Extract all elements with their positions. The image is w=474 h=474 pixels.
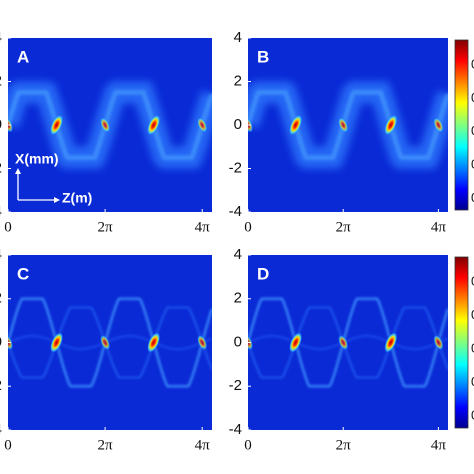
beam-line xyxy=(8,306,212,379)
colorbar-label: 0 xyxy=(471,274,474,289)
hot-spot xyxy=(289,114,303,136)
hot-spot xyxy=(197,335,208,350)
beam-core xyxy=(8,89,212,161)
colorbar-label: 0 xyxy=(471,374,474,389)
colorbar xyxy=(454,256,469,429)
hot-spot xyxy=(338,117,349,133)
hot-spot xyxy=(338,335,349,350)
y-tick-label: -4 xyxy=(229,203,242,220)
colorbar-label: 0 xyxy=(471,156,474,171)
panel-label: D xyxy=(257,264,269,283)
beam-core xyxy=(248,89,448,161)
colorbar-label: 0 xyxy=(471,90,474,105)
colorbar-label: 0 xyxy=(471,341,474,356)
plot-area xyxy=(8,255,212,430)
y-tick-label: -4 xyxy=(229,421,242,438)
y-tick-label: 4 xyxy=(0,29,2,46)
x-tick-label: 4π xyxy=(195,219,211,235)
colorbar xyxy=(454,39,469,211)
colorbar-label: 0 xyxy=(471,56,474,71)
annotation: X(mm) xyxy=(15,151,59,167)
y-tick-label: -2 xyxy=(229,377,242,394)
x-tick-label: 4π xyxy=(431,219,447,235)
hot-spot xyxy=(433,335,444,350)
x-tick-label: 2π xyxy=(336,219,352,235)
hot-spot xyxy=(147,114,161,136)
y-tick-label: -4 xyxy=(0,203,2,220)
hot-spot xyxy=(248,117,253,133)
hot-spot xyxy=(50,114,64,136)
arrow-head xyxy=(15,168,21,174)
x-tick-label: 2π xyxy=(98,219,114,235)
beam-pattern xyxy=(8,297,212,388)
hot-spot xyxy=(8,335,13,350)
colorbar-label: 0 xyxy=(471,190,474,205)
beam-line xyxy=(248,335,448,350)
y-tick-label: 2 xyxy=(0,72,2,89)
x-tick-label: 4π xyxy=(431,437,447,453)
panel-label: B xyxy=(257,47,269,66)
x-tick-label: 2π xyxy=(336,437,352,453)
panel-label: C xyxy=(17,264,29,283)
beam-line xyxy=(248,297,448,388)
hot-spot xyxy=(248,335,253,350)
y-tick-label: 4 xyxy=(0,246,2,263)
y-tick-label: -2 xyxy=(0,159,2,176)
y-tick-label: 0 xyxy=(0,116,2,133)
hot-spot xyxy=(100,117,111,133)
hot-spot xyxy=(197,117,208,133)
y-tick-label: -2 xyxy=(229,159,242,176)
y-tick-label: 2 xyxy=(234,290,242,307)
x-tick-label: 0 xyxy=(244,437,252,453)
hot-spot xyxy=(50,332,64,353)
hot-spot xyxy=(100,335,111,350)
hot-spot xyxy=(384,332,398,353)
y-tick-label: 4 xyxy=(234,29,242,46)
hot-spot xyxy=(147,332,161,353)
x-tick-label: 4π xyxy=(195,437,211,453)
x-tick-label: 0 xyxy=(4,219,12,235)
hot-spot xyxy=(8,117,13,133)
panel-label: A xyxy=(17,47,29,66)
y-tick-label: 0 xyxy=(234,333,242,350)
x-tick-label: 2π xyxy=(98,437,114,453)
beam-pattern xyxy=(8,81,212,169)
arrow-head xyxy=(54,197,60,203)
beam-pattern xyxy=(248,81,448,169)
y-tick-label: 2 xyxy=(0,290,2,307)
plot-area xyxy=(248,255,448,430)
hot-spot xyxy=(433,117,444,133)
y-tick-label: -2 xyxy=(0,377,2,394)
y-tick-label: 4 xyxy=(234,246,242,263)
hot-spot xyxy=(289,332,303,353)
x-tick-label: 0 xyxy=(244,219,252,235)
y-tick-label: -4 xyxy=(0,421,2,438)
beam-line xyxy=(8,335,212,350)
beam-line xyxy=(248,306,448,379)
y-tick-label: 2 xyxy=(234,72,242,89)
colorbar-label: 0 xyxy=(471,123,474,138)
colorbar-label: 0 xyxy=(471,408,474,423)
beam-line xyxy=(8,297,212,388)
y-tick-label: 0 xyxy=(234,116,242,133)
beam-pattern xyxy=(248,297,448,388)
annotation: Z(m) xyxy=(62,190,92,206)
x-tick-label: 0 xyxy=(4,437,12,453)
colorbar-label: 0 xyxy=(471,307,474,322)
y-tick-label: 0 xyxy=(0,333,2,350)
hot-spot xyxy=(384,114,398,136)
